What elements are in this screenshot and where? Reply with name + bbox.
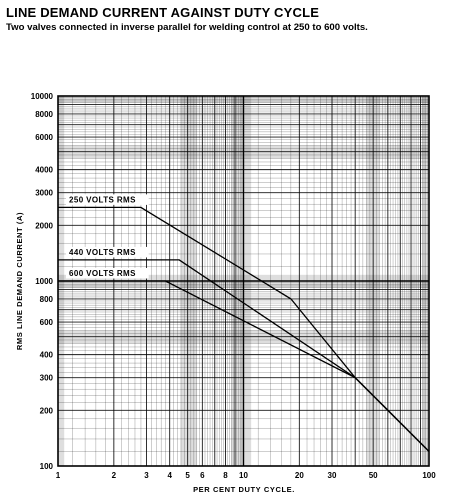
y-tick-label: 200 (40, 406, 54, 415)
y-tick-label: 4000 (35, 166, 53, 175)
x-tick-label: 100 (422, 471, 436, 480)
y-tick-label: 2000 (35, 221, 53, 230)
x-axis-label: PER CENT DUTY CYCLE. (193, 485, 295, 494)
series-label-3: 600 VOLTS RMS (69, 269, 136, 278)
chart-title: LINE DEMAND CURRENT AGAINST DUTY CYCLE (6, 5, 320, 20)
x-tick-label: 30 (328, 471, 337, 480)
x-tick-label: 8 (223, 471, 228, 480)
x-tick-label: 2 (112, 471, 117, 480)
y-tick-label: 800 (40, 295, 54, 304)
x-tick-labels: 1 2 3 4 5 6 8 10 20 30 50 100 (56, 471, 436, 480)
grid-lines (57, 95, 430, 467)
y-tick-label: 6000 (35, 133, 53, 142)
y-tick-label: 1000 (35, 277, 53, 286)
x-tick-label: 20 (295, 471, 304, 480)
series-label-backing (66, 268, 149, 279)
y-tick-label: 3000 (35, 189, 53, 198)
x-tick-label: 1 (56, 471, 61, 480)
y-tick-label: 300 (40, 374, 54, 383)
series-label-backing (66, 194, 149, 205)
x-tick-label: 50 (369, 471, 378, 480)
x-tick-label: 4 (167, 471, 172, 480)
series-label-1: 250 VOLTS RMS (69, 195, 136, 204)
y-tick-label: 8000 (35, 110, 53, 119)
y-axis-label: RMS LINE DEMAND CURRENT (A) (15, 212, 24, 350)
series-label-backing (66, 246, 149, 258)
series-group: 250 VOLTS RMS 440 VOLTS RMS 600 VOLTS RMS (58, 194, 430, 452)
y-tick-label: 100 (40, 462, 54, 471)
x-tick-label: 10 (239, 471, 248, 480)
chart-subtitle: Two valves connected in inverse parallel… (6, 22, 368, 33)
series-line-3 (58, 280, 430, 452)
y-tick-labels: 100 200 300 400 600 800 1000 2000 3000 4000 6000 80… (31, 92, 54, 471)
y-tick-label: 600 (40, 318, 54, 327)
x-tick-label: 5 (185, 471, 190, 480)
y-tick-label: 400 (40, 351, 54, 360)
x-tick-label: 6 (200, 471, 205, 480)
series-label-2: 440 VOLTS RMS (69, 248, 136, 257)
x-tick-label: 3 (144, 471, 149, 480)
y-tick-label: 10000 (31, 92, 54, 101)
